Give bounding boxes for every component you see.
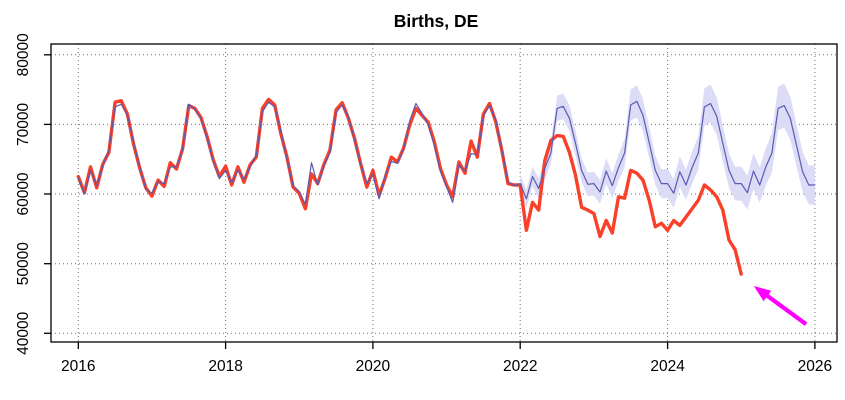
forecast-line <box>513 100 815 200</box>
y-tick-label: 60000 <box>15 172 32 215</box>
data-series <box>76 97 815 276</box>
grid-lines <box>51 44 837 342</box>
confidence-band-polygon <box>520 83 815 210</box>
y-tick-label: 50000 <box>15 242 32 285</box>
arrow-head <box>753 286 772 302</box>
x-tick-label: 2020 <box>356 358 391 375</box>
chart-title: Births, DE <box>394 11 479 31</box>
plot-box <box>50 43 838 343</box>
y-tick-label: 80000 <box>15 33 32 76</box>
model-fit-line <box>77 101 515 206</box>
x-tick-label: 2018 <box>208 358 242 375</box>
axes: 2016 2018 2020 2022 2024 2026 40000 50000 60000 7… <box>15 33 838 375</box>
x-tick-label: 2026 <box>798 358 832 375</box>
x-tick-label: 2024 <box>650 358 685 375</box>
x-tick-label: 2016 <box>61 358 95 375</box>
arrow-shaft <box>764 293 808 326</box>
x-tick-label: 2022 <box>503 358 537 375</box>
trend-arrow-annotation <box>753 286 808 326</box>
y-tick-label: 40000 <box>15 311 32 354</box>
forecast-confidence-band <box>520 83 815 210</box>
y-tick-label: 70000 <box>15 102 32 145</box>
